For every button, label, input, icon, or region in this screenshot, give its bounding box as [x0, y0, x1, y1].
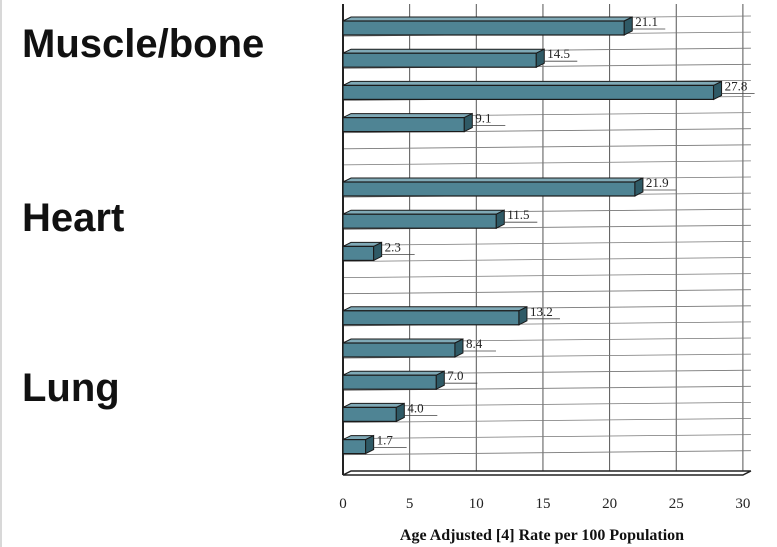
bar — [342, 48, 545, 69]
x-axis: 0 5 10 15 20 25 30 — [339, 496, 750, 512]
grid-line-h — [342, 434, 751, 439]
bar — [342, 305, 528, 326]
bars: 21.1 14.5 27.8 9.1 21.9 11.5 2.3 13.2 8.4 7.0 4.0 1… — [342, 14, 755, 455]
grid-line-h — [342, 289, 751, 295]
bar — [342, 241, 383, 262]
x-tick-label: 10 — [469, 496, 484, 512]
grid-line-h — [342, 144, 751, 150]
bar-value-label: 13.2 — [530, 304, 553, 319]
bar — [342, 434, 375, 455]
bar-value-label: 9.1 — [475, 111, 491, 126]
group-label-lung: Lung — [22, 366, 120, 410]
bar — [342, 402, 405, 423]
bar-value-label: 27.8 — [725, 78, 748, 93]
bar-value-label: 21.9 — [646, 175, 669, 190]
bar — [342, 112, 473, 133]
bar-value-label: 11.5 — [507, 207, 529, 222]
chart-floor — [342, 470, 752, 476]
x-axis-label: Age Adjusted [4] Rate per 100 Population — [400, 527, 684, 544]
bar-value-label: 8.4 — [466, 336, 483, 351]
bar — [342, 370, 445, 391]
grid-line-h — [342, 450, 751, 456]
x-tick-label: 20 — [602, 496, 617, 512]
grid-line-h — [342, 273, 751, 278]
left-divider — [0, 0, 2, 547]
bar — [342, 209, 505, 230]
bar-value-label: 4.0 — [407, 400, 423, 415]
grid-line-h — [342, 257, 751, 262]
bar-value-label: 14.5 — [547, 46, 570, 61]
grid-line-h — [342, 160, 751, 166]
group-label-muscle-bone: Muscle/bone — [22, 22, 265, 66]
bar — [342, 177, 644, 197]
x-tick-label: 30 — [735, 496, 750, 512]
bar — [342, 338, 464, 358]
x-tick-label: 5 — [406, 496, 414, 512]
grid-line-h — [342, 241, 751, 246]
bar-value-label: 1.7 — [377, 433, 394, 448]
x-tick-label: 25 — [669, 496, 684, 512]
grid-line-h — [342, 402, 751, 407]
grid-line-h — [342, 418, 751, 423]
bar — [342, 16, 633, 36]
bar — [342, 80, 723, 101]
bar-value-label: 2.3 — [385, 239, 401, 254]
bar-value-label: 7.0 — [447, 368, 463, 383]
x-tick-label: 15 — [535, 496, 550, 512]
x-tick-label: 0 — [339, 496, 347, 512]
bar-value-label: 21.1 — [635, 14, 658, 29]
group-label-heart: Heart — [22, 196, 125, 240]
